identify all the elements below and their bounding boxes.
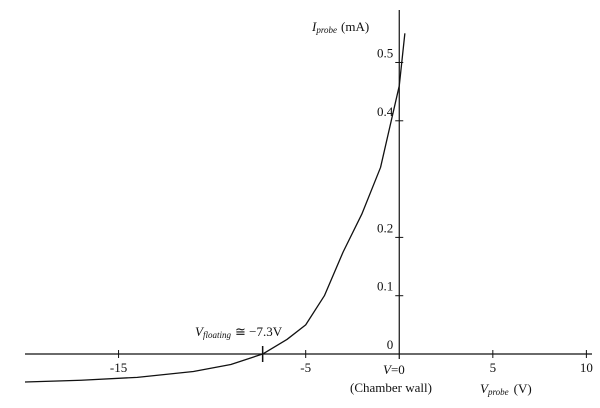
- y-tick-label: 0.2: [377, 220, 393, 235]
- y-label-unit: (mA): [341, 19, 369, 34]
- x-tick-label: -15: [110, 360, 127, 375]
- x-tick-label: -5: [300, 360, 311, 375]
- curve: [24, 33, 406, 383]
- zero-label: V=0: [383, 362, 405, 377]
- x-label-unit: (V): [514, 381, 532, 396]
- x-label-symbol: V: [480, 381, 490, 396]
- floating-symbol: V: [195, 324, 205, 339]
- y-label-symbol: I: [311, 19, 317, 34]
- y-tick-label: 0.1: [377, 279, 393, 294]
- y-tick-label: 0.4: [377, 104, 394, 119]
- floating-text: ≅ −7.3V: [235, 324, 283, 339]
- x-tick-label: 10: [580, 360, 593, 375]
- floating-label: Vfloating ≅ −7.3V: [195, 324, 283, 340]
- wall-label: (Chamber wall): [350, 380, 432, 395]
- zero-text: =0: [391, 362, 405, 377]
- y-label-sub: probe: [315, 25, 337, 35]
- y-axis-label: Iprobe (mA): [311, 19, 369, 35]
- y-tick-label: 0: [387, 337, 394, 352]
- zero-symbol: V: [383, 362, 393, 377]
- x-axis-label: Vprobe (V): [480, 381, 532, 397]
- floating-sub: floating: [203, 330, 232, 340]
- y-tick-label: 0.5: [377, 45, 393, 60]
- x-tick-label: 5: [490, 360, 497, 375]
- x-label-sub: probe: [487, 387, 509, 397]
